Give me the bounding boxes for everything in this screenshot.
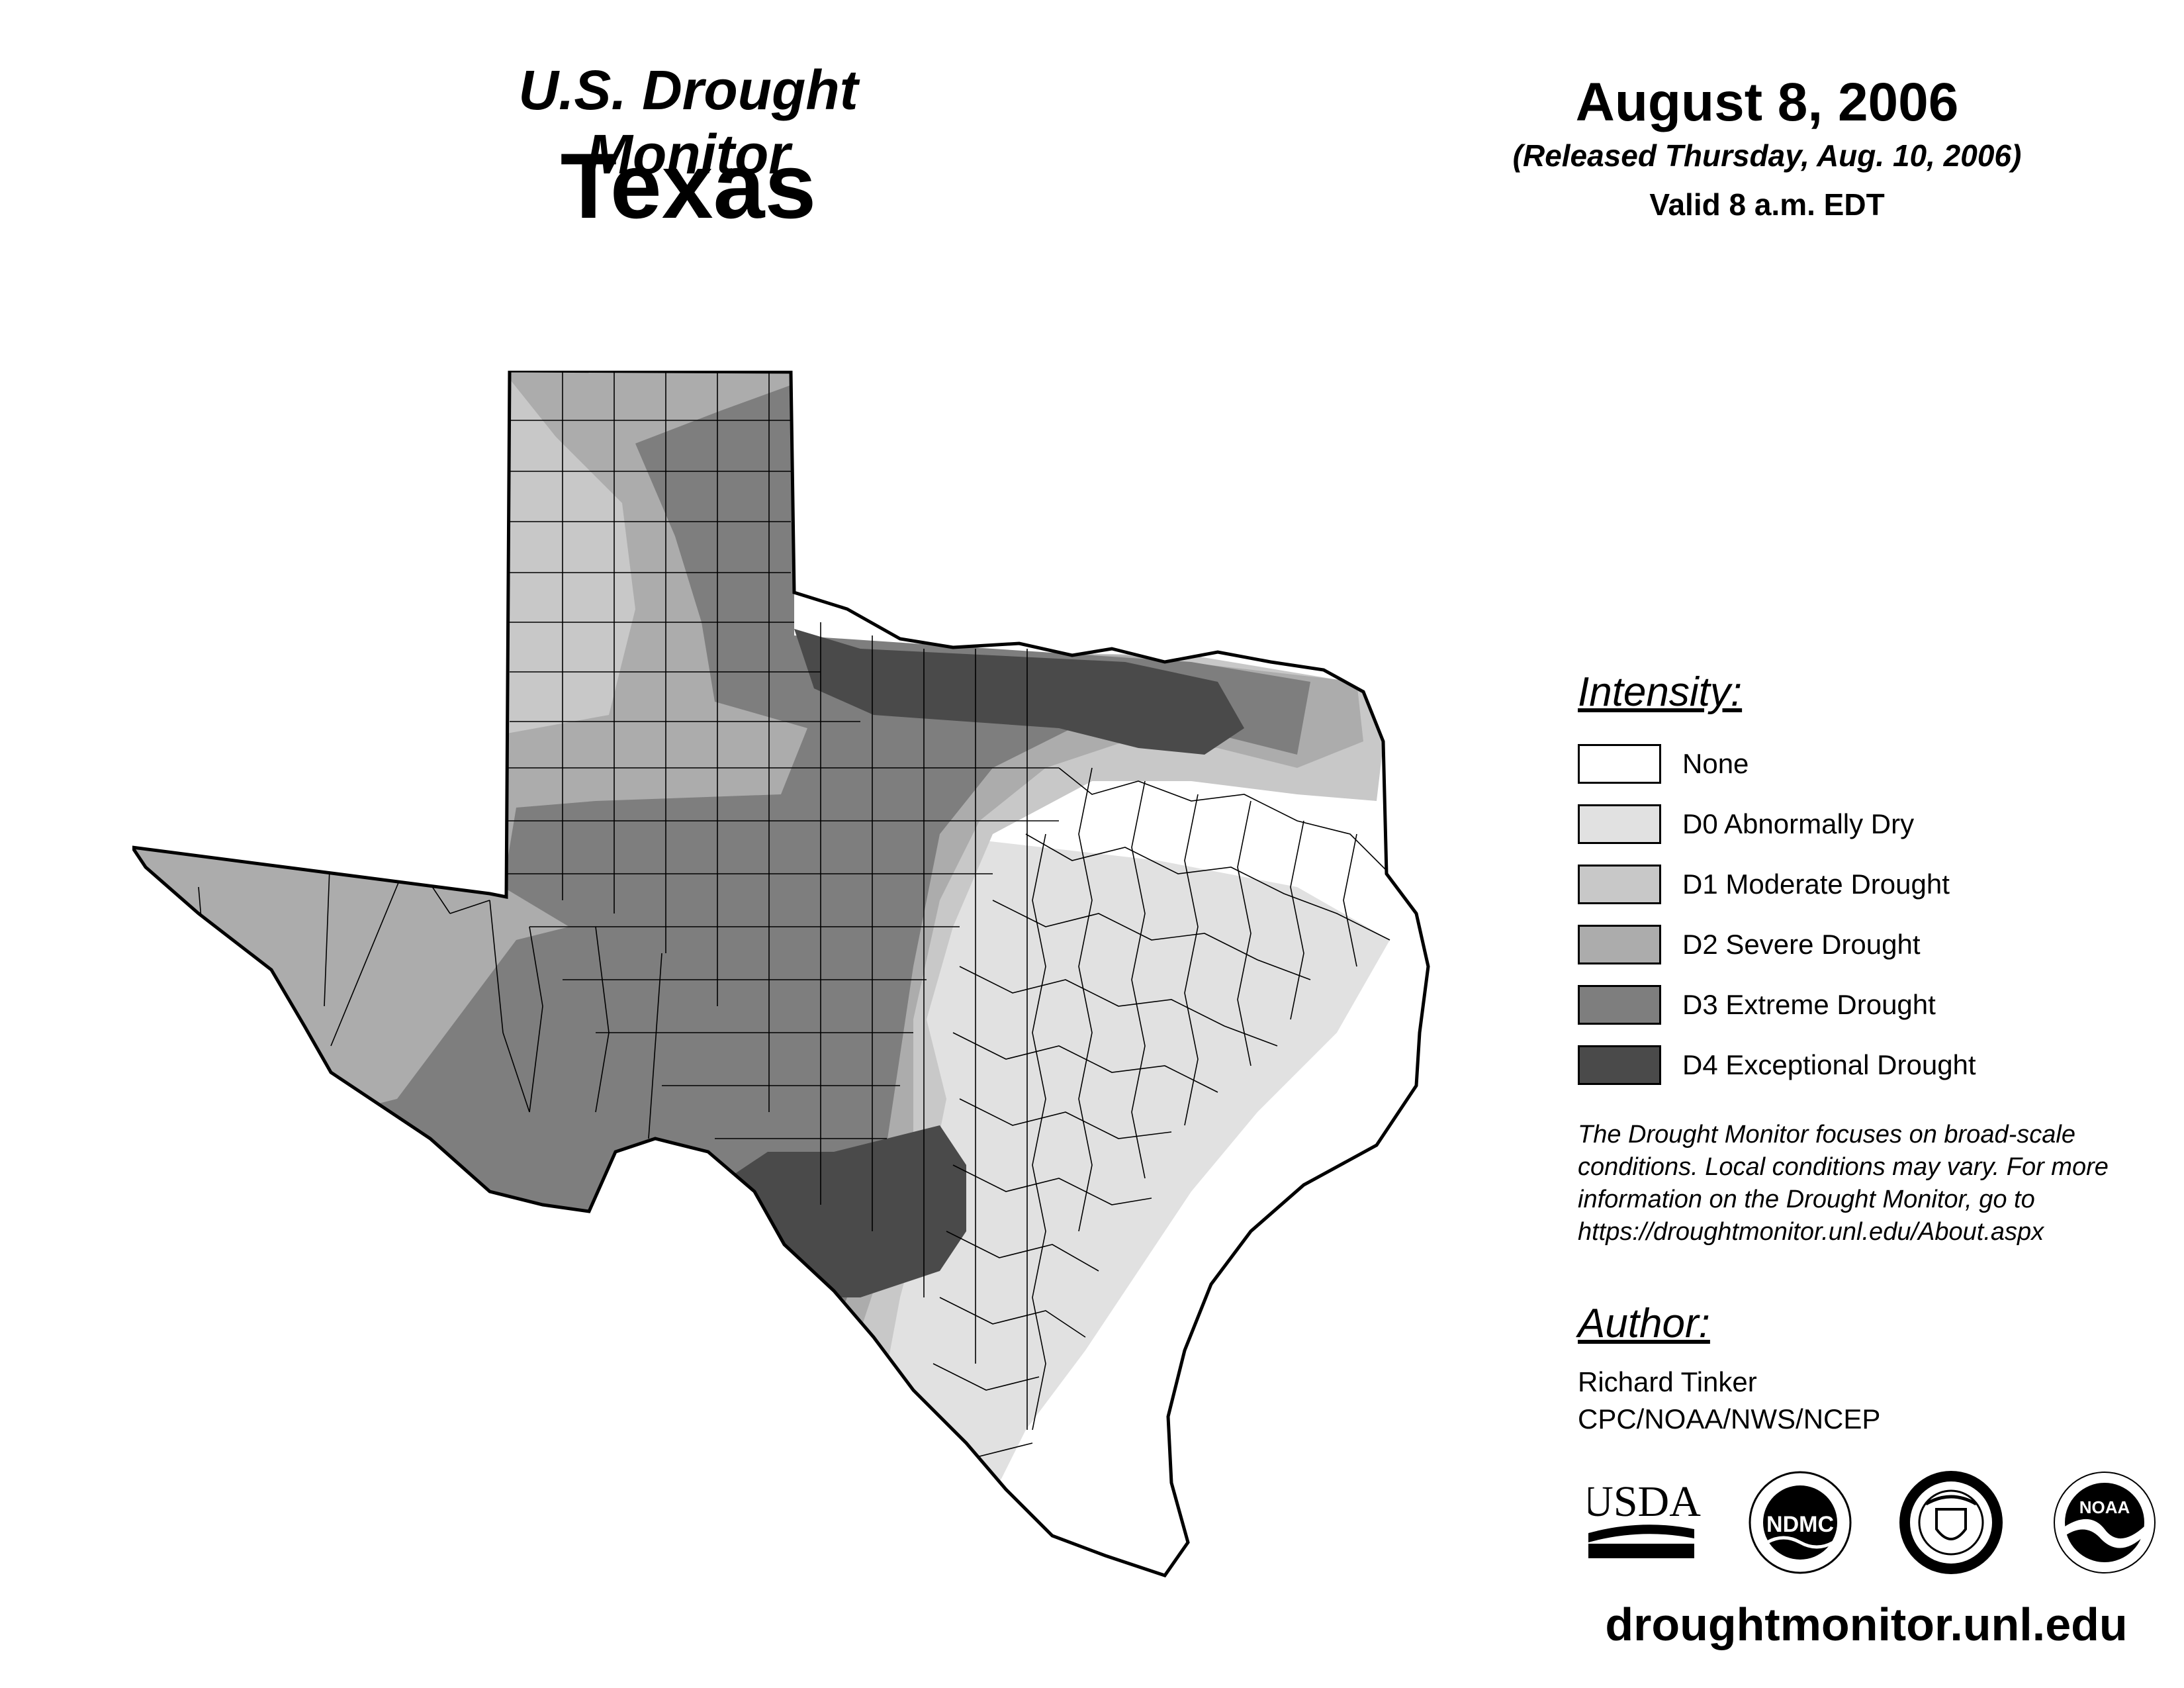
legend-swatch-none	[1578, 743, 1661, 784]
legend-item-d1: D1 Moderate Drought	[1578, 854, 1976, 914]
partner-logos: USDA NDMC NOAA	[1588, 1471, 2156, 1574]
legend-label: D1 Moderate Drought	[1682, 868, 1950, 900]
usda-logo: USDA	[1588, 1477, 1701, 1558]
valid-time: Valid 8 a.m. EDT	[1649, 187, 1885, 222]
usda-wordmark: USDA	[1588, 1477, 1701, 1526]
legend-swatch-d1	[1578, 864, 1661, 904]
author-heading: Author:	[1578, 1301, 1710, 1346]
legend-label: D2 Severe Drought	[1682, 928, 1921, 960]
legend-item-d0: D0 Abnormally Dry	[1578, 794, 1976, 854]
state-title: Texas	[560, 134, 817, 238]
website-url[interactable]: droughtmonitor.unl.edu	[1605, 1599, 2128, 1650]
intensity-legend: None D0 Abnormally Dry D1 Moderate Droug…	[1578, 733, 1976, 1095]
map-subtitle: U.S. Drought Monitor	[518, 59, 858, 185]
legend-item-d2: D2 Severe Drought	[1578, 914, 1976, 974]
legend-label: D0 Abnormally Dry	[1682, 808, 1915, 839]
legend-label: None	[1682, 747, 1749, 779]
legend-item-d4: D4 Exceptional Drought	[1578, 1035, 1976, 1095]
legend-label: D3 Extreme Drought	[1682, 988, 1936, 1020]
disclaimer-note: The Drought Monitor focuses on broad-sca…	[1578, 1121, 2109, 1246]
drought-shading	[132, 371, 1428, 1575]
author-name: Richard Tinker	[1578, 1366, 1757, 1397]
ndmc-logo: NDMC	[1749, 1471, 1852, 1574]
legend-swatch-d3	[1578, 984, 1661, 1025]
legend-item-d3: D3 Extreme Drought	[1578, 974, 1976, 1035]
texas-drought-map	[132, 371, 1430, 1577]
legend-swatch-d0	[1578, 804, 1661, 844]
texas-outline	[132, 371, 1430, 1577]
legend-heading: Intensity:	[1578, 669, 1743, 715]
legend-swatch-d2	[1578, 924, 1661, 964]
release-date: (Released Thursday, Aug. 10, 2006)	[1512, 138, 2022, 173]
author-organization: CPC/NOAA/NWS/NCEP	[1578, 1403, 1881, 1434]
ndmc-wordmark: NDMC	[1766, 1512, 1834, 1537]
legend-swatch-d4	[1578, 1045, 1661, 1085]
legend-item-none: None	[1578, 733, 1976, 794]
legend-label: D4 Exceptional Drought	[1682, 1049, 1976, 1080]
commerce-seal	[1899, 1471, 2003, 1574]
d4-area-north	[794, 629, 1244, 755]
noaa-logo: NOAA	[2054, 1472, 2156, 1573]
noaa-wordmark: NOAA	[2079, 1497, 2130, 1517]
map-date: August 8, 2006	[1575, 72, 1959, 132]
